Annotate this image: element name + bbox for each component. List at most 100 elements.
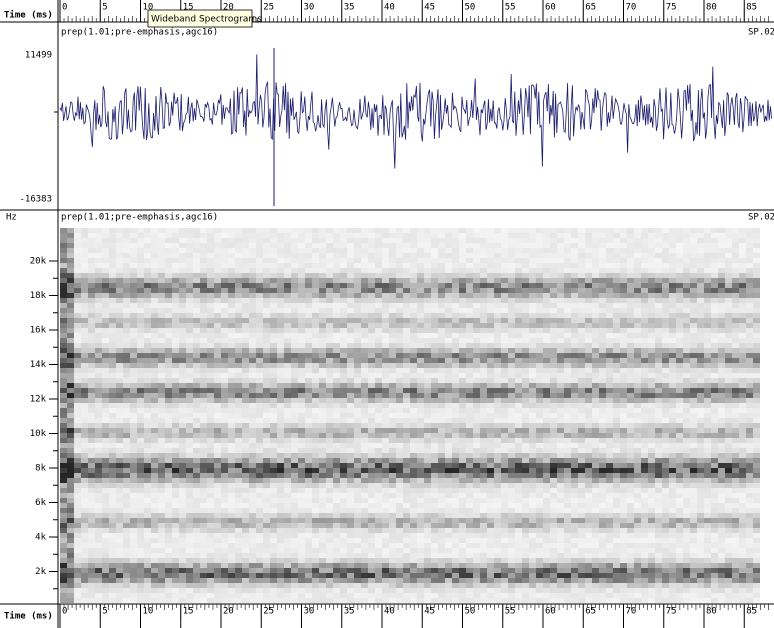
spectrogram-cell	[102, 253, 109, 258]
spectrogram-cell	[270, 398, 277, 403]
spectrogram-cell	[487, 408, 494, 413]
spectrogram-cell	[81, 363, 88, 368]
spectrogram-cell	[389, 298, 396, 303]
spectrogram-cell	[165, 378, 172, 383]
spectrogram-cell	[144, 348, 151, 353]
spectrogram-cell	[123, 378, 130, 383]
spectrogram-cell	[662, 448, 669, 453]
spectrogram-cell	[67, 373, 74, 378]
spectrogram-cell	[158, 328, 165, 333]
spectrogram-cell	[74, 288, 81, 293]
spectrogram-cell	[361, 438, 368, 443]
spectrogram-cell	[67, 238, 74, 243]
spectrogram-cell	[109, 288, 116, 293]
spectrogram-cell	[634, 453, 641, 458]
spectrogram-cell	[340, 238, 347, 243]
spectrogram-cell	[655, 253, 662, 258]
spectrogram-cell	[487, 433, 494, 438]
spectrogram-cell	[487, 423, 494, 428]
spectrogram-cell	[88, 393, 95, 398]
spectrogram-cell	[571, 423, 578, 428]
spectrogram-cell	[207, 303, 214, 308]
spectrogram-cell	[725, 238, 732, 243]
spectrogram-cell	[375, 303, 382, 308]
spectrogram-cell	[165, 433, 172, 438]
spectrogram-cell	[116, 368, 123, 373]
spectrogram-cell	[361, 463, 368, 468]
spectrogram-cell	[368, 383, 375, 388]
spectrogram-cell	[340, 438, 347, 443]
spectrogram-cell	[165, 443, 172, 448]
spectrogram-cell	[634, 238, 641, 243]
spectrogram-cell	[599, 413, 606, 418]
spectrogram-cell	[501, 368, 508, 373]
spectrogram-cell	[753, 248, 760, 253]
spectrogram-cell	[102, 428, 109, 433]
spectrogram-cell	[347, 408, 354, 413]
spectrogram-cell	[683, 298, 690, 303]
spectrogram-cell	[599, 373, 606, 378]
spectrogram-cell	[172, 348, 179, 353]
spectrogram-cell	[123, 463, 130, 468]
spectrogram-cell	[571, 338, 578, 343]
spectrogram-cell	[228, 473, 235, 478]
spectrogram-cell	[655, 233, 662, 238]
spectrogram-cell	[144, 313, 151, 318]
spectrogram-cell	[340, 398, 347, 403]
spectrogram-cell	[116, 393, 123, 398]
spectrogram-cell	[319, 318, 326, 323]
spectrogram-cell	[137, 453, 144, 458]
spectrogram-cell	[242, 408, 249, 413]
spectrogram-cell	[193, 333, 200, 338]
spectrogram-cell	[459, 468, 466, 473]
spectrogram-cell	[109, 388, 116, 393]
spectrogram-cell	[445, 303, 452, 308]
spectrogram-cell	[627, 318, 634, 323]
spectrogram-cell	[270, 453, 277, 458]
spectrogram-cell	[256, 443, 263, 448]
spectrogram-cell	[144, 448, 151, 453]
spectrogram-cell	[697, 338, 704, 343]
spectrogram-cell	[585, 258, 592, 263]
spectrogram-cell	[417, 283, 424, 288]
spectrogram-cell	[515, 458, 522, 463]
spectrogram-cell	[249, 283, 256, 288]
spectrogram-cell	[410, 348, 417, 353]
spectrogram-cell	[543, 378, 550, 383]
spectrogram-cell	[704, 418, 711, 423]
spectrogram-cell	[648, 413, 655, 418]
spectrogram-cell	[697, 283, 704, 288]
spectrogram-cell	[648, 248, 655, 253]
spectrogram-cell	[67, 303, 74, 308]
spectrogram-cell	[683, 278, 690, 283]
spectrogram-cell	[501, 258, 508, 263]
spectrogram-cell	[697, 353, 704, 358]
spectrogram-cell	[627, 428, 634, 433]
spectrogram-cell	[361, 313, 368, 318]
spectrogram-cell	[193, 463, 200, 468]
spectrogram-cell	[494, 313, 501, 318]
spectrogram-cell	[613, 308, 620, 313]
spectrogram-cell	[179, 428, 186, 433]
spectrogram-cell	[529, 303, 536, 308]
spectrogram-cell	[641, 463, 648, 468]
spectrogram-cell	[578, 418, 585, 423]
spectrogram-cell	[312, 263, 319, 268]
spectrogram-cell	[81, 358, 88, 363]
spectrogram-cell	[221, 323, 228, 328]
spectrogram-cell	[151, 448, 158, 453]
spectrogram-cell	[95, 448, 102, 453]
spectrogram-cell	[130, 258, 137, 263]
spectrogram-cell	[165, 448, 172, 453]
spectrogram-cell	[746, 353, 753, 358]
spectrogram-cell	[515, 463, 522, 468]
spectrogram-cell	[655, 308, 662, 313]
spectrogram-cell	[361, 228, 368, 233]
spectrogram-cell	[501, 228, 508, 233]
spectrogram-cell	[557, 228, 564, 233]
spectrogram-cell	[130, 398, 137, 403]
spectrogram-cell	[676, 248, 683, 253]
spectrogram-cell	[130, 233, 137, 238]
spectrogram-cell	[389, 403, 396, 408]
spectrogram-cell	[403, 408, 410, 413]
